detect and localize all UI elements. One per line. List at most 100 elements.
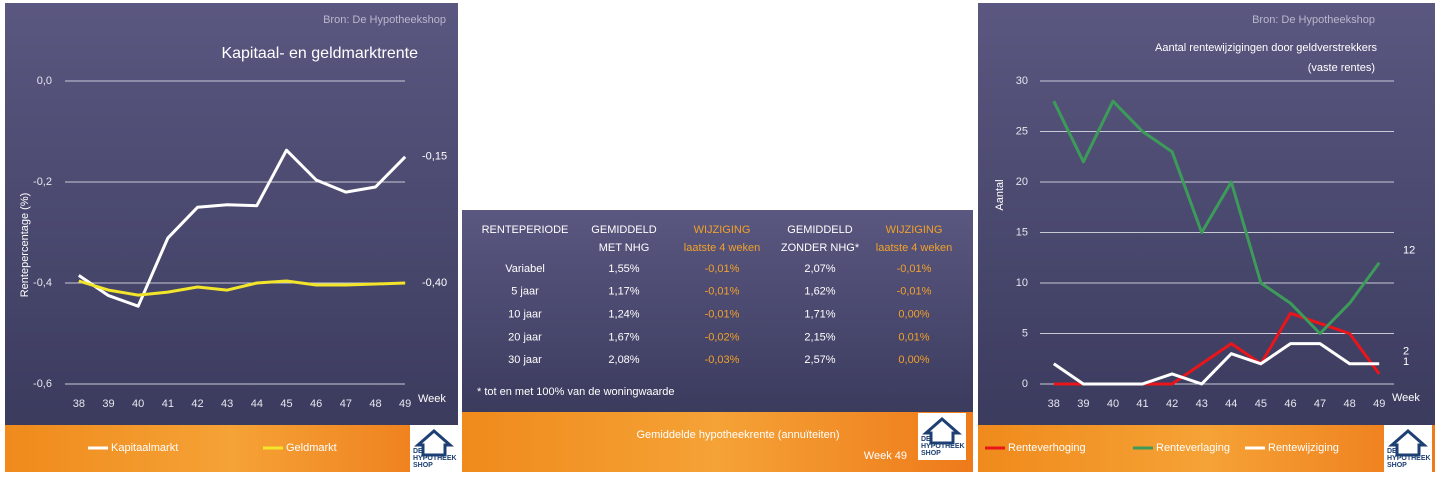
x-tick-label: 40 (1107, 398, 1119, 410)
legend-label: Geldmarkt (286, 442, 337, 454)
legend-label: Rentewijziging (1268, 442, 1339, 454)
table-cell: 1,55% (608, 263, 639, 275)
logo-text: HYPOTHEEK (921, 443, 965, 450)
y-tick-label: 20 (1016, 176, 1028, 188)
table-header: GEMIDDELD (787, 224, 852, 236)
legend-label: Renteverlaging (1156, 442, 1230, 454)
table-header: WIJZIGING (694, 224, 751, 236)
table-header: MET NHG (599, 242, 650, 254)
logo-text: SHOP (921, 450, 941, 457)
source: Bron: De Hypotheekshop (323, 14, 446, 26)
x-tick-label: 43 (221, 398, 233, 410)
y-tick-label: 30 (1016, 75, 1028, 87)
logo-text: SHOP (1387, 462, 1407, 469)
panel (978, 3, 1435, 425)
table-cell: 1,71% (804, 309, 835, 321)
table-cell: 1,67% (608, 331, 639, 343)
title-band (462, 412, 973, 472)
x-tick-label: 45 (280, 398, 292, 410)
table-cell: 0,01% (898, 331, 929, 343)
x-tick-label: 41 (162, 398, 174, 410)
table-cell: 5 jaar (511, 286, 539, 298)
x-tick-label: 46 (1284, 398, 1296, 410)
x-tick-label: 48 (1344, 398, 1356, 410)
x-tick-label: 49 (1373, 398, 1385, 410)
chart-title: Aantal rentewijzigingen door geldverstre… (1155, 42, 1377, 54)
table-cell: -0,01% (705, 286, 740, 298)
table-header: GEMIDDELD (591, 224, 656, 236)
y-tick-label: 0,0 (37, 75, 52, 87)
chart-subtitle: (vaste rentes) (1308, 62, 1375, 74)
series-line (78, 279, 406, 297)
chart-title: Kapitaal- en geldmarktrente (221, 45, 418, 62)
table-header: RENTEPERIODE (482, 224, 569, 236)
logo-text: DE (413, 448, 423, 455)
table-cell: -0,03% (705, 354, 740, 366)
x-tick-label: 48 (369, 398, 381, 410)
table-cell: 20 jaar (508, 331, 542, 343)
week: Week 49 (864, 450, 907, 462)
x-axis-label: Week (418, 393, 446, 405)
logo-text: DE (1387, 448, 1397, 455)
table-cell: -0,01% (897, 286, 932, 298)
table-title: Gemiddelde hypotheekrente (annuïteiten) (636, 429, 839, 441)
x-tick-label: 45 (1255, 398, 1267, 410)
x-tick-label: 42 (1166, 398, 1178, 410)
series-line (77, 148, 407, 308)
legend-label: Kapitaalmarkt (111, 442, 178, 454)
x-tick-label: 38 (73, 398, 85, 410)
table-cell: 2,07% (804, 263, 835, 275)
legend-band (5, 425, 458, 472)
x-tick-label: 39 (1077, 398, 1089, 410)
table-header: ZONDER NHG* (781, 242, 860, 254)
table-cell: 10 jaar (508, 309, 542, 321)
x-tick-label: 49 (399, 398, 411, 410)
table-cell: 0,00% (898, 309, 929, 321)
x-tick-label: 41 (1136, 398, 1148, 410)
table-cell: Variabel (505, 263, 545, 275)
table-cell: -0,01% (705, 263, 740, 275)
logo-icon (922, 417, 962, 445)
table-cell: 30 jaar (508, 354, 542, 366)
source: Bron: De Hypotheekshop (1252, 14, 1375, 26)
x-tick-label: 44 (1225, 398, 1237, 410)
panel (5, 3, 458, 425)
panel (462, 210, 973, 412)
table-cell: 1,62% (804, 286, 835, 298)
logo-text: HYPOTHEEK (1387, 455, 1431, 462)
legend-label: Renteverhoging (1008, 442, 1086, 454)
logo-text: DE (921, 436, 931, 443)
y-tick-label: 0 (1022, 378, 1028, 390)
logo-text: HYPOTHEEK (413, 455, 457, 462)
x-tick-label: 42 (191, 398, 203, 410)
y-tick-label: 10 (1016, 277, 1028, 289)
footnote: * tot en met 100% van de woningwaarde (477, 386, 675, 398)
x-tick-label: 47 (340, 398, 352, 410)
logo-text: SHOP (413, 462, 433, 469)
y-tick-label: 15 (1016, 226, 1028, 238)
table-cell: 1,17% (608, 286, 639, 298)
y-axis-label: Aantal (994, 179, 1006, 210)
data-label: -0,15 (422, 151, 447, 163)
table-cell: 0,00% (898, 354, 929, 366)
data-label: 2 (1403, 346, 1409, 358)
table-cell: 2,57% (804, 354, 835, 366)
table-cell: 1,24% (608, 309, 639, 321)
table-header: WIJZIGING (886, 224, 943, 236)
table-cell: -0,01% (705, 309, 740, 321)
data-label: 1 (1403, 356, 1409, 368)
table-cell: -0,01% (897, 263, 932, 275)
y-tick-label: 25 (1016, 125, 1028, 137)
table-header: laatste 4 weken (684, 242, 760, 254)
x-tick-label: 39 (102, 398, 114, 410)
y-tick-label: 5 (1022, 327, 1028, 339)
table-cell: -0,02% (705, 331, 740, 343)
logo-icon (1388, 429, 1428, 457)
x-axis-label: Week (1392, 392, 1420, 404)
logo-icon (414, 429, 454, 457)
y-tick-label: -0,6 (33, 378, 52, 390)
series-line (1052, 99, 1381, 335)
x-tick-label: 44 (251, 398, 263, 410)
